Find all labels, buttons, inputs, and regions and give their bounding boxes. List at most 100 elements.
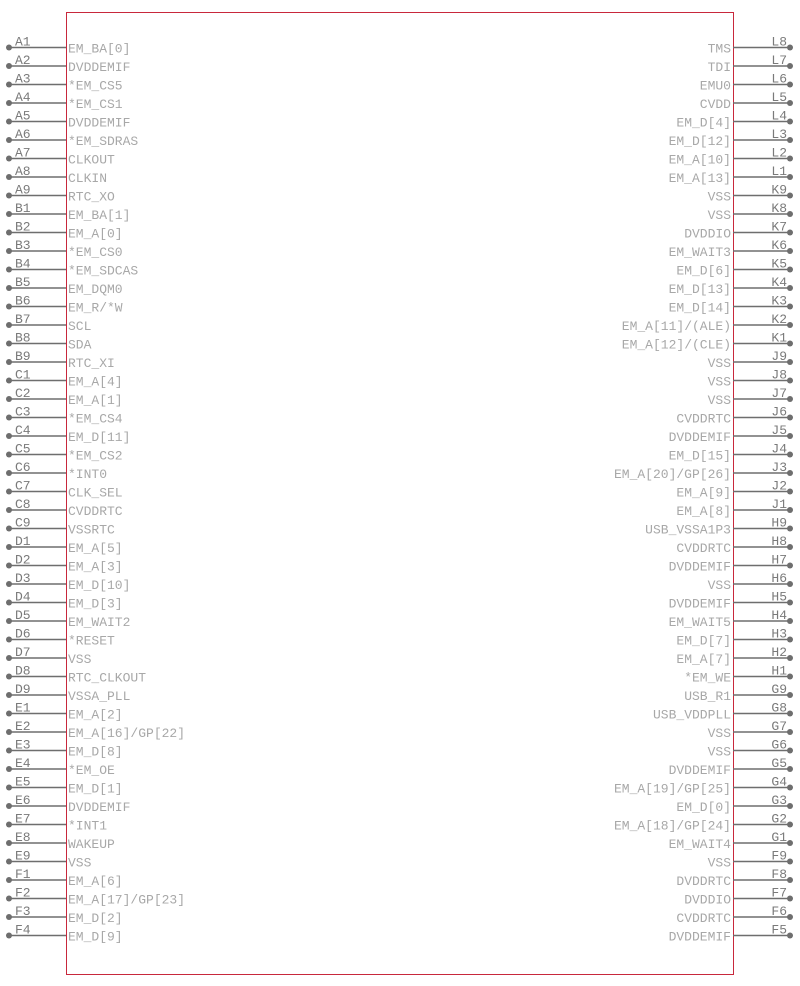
pin-end-dot [787, 322, 793, 328]
pin-label: DVDDEMIF [68, 116, 130, 131]
pin-label: EM_D[7] [676, 634, 731, 649]
pin-end-dot [787, 396, 793, 402]
pin-end-dot [787, 118, 793, 125]
pin-end-dot [787, 229, 793, 236]
pin-label: EM_A[16]/GP[22] [68, 726, 185, 741]
pin-label: EM_BA[0] [68, 42, 130, 57]
pin-H7: H7 DVDDEMIF [669, 553, 793, 575]
pin-A1: A1 EM_BA[0] [6, 35, 130, 57]
pin-number: L3 [771, 127, 787, 142]
pin-end-dot [6, 932, 12, 939]
pin-end-dot [787, 821, 793, 828]
pin-end-dot [787, 932, 793, 939]
pin-number: D9 [15, 682, 31, 697]
pin-number: C4 [15, 423, 31, 438]
pin-C9: C9 VSSRTC [6, 516, 115, 538]
pin-end-dot [6, 747, 12, 754]
pin-J3: J3 EM_A[20]/GP[26] [614, 460, 793, 482]
pin-L5: L5 CVDD [700, 90, 793, 112]
pin-B1: B1 EM_BA[1] [6, 201, 130, 223]
pin-number: D3 [15, 571, 31, 586]
pin-label: EM_A[0] [68, 227, 123, 242]
pin-end-dot [787, 914, 793, 920]
pin-F1: F1 EM_A[6] [6, 867, 123, 889]
pin-end-dot [787, 747, 793, 754]
pin-B7: B7 SCL [6, 312, 91, 334]
pin-end-dot [787, 710, 793, 717]
pin-E9: E9 VSS [6, 849, 92, 871]
pin-D2: D2 EM_A[3] [6, 553, 123, 575]
pin-number: F5 [771, 923, 787, 938]
pin-number: E6 [15, 793, 31, 808]
pin-number: D1 [15, 534, 31, 549]
pin-end-dot [6, 673, 12, 680]
pin-number: F8 [771, 867, 787, 882]
pin-end-dot [787, 340, 793, 347]
pin-number: D7 [15, 645, 31, 660]
pin-number: F2 [15, 886, 31, 901]
pin-E7: E7 *INT1 [6, 812, 107, 834]
pin-label: VSS [708, 393, 732, 408]
pin-end-dot [6, 840, 12, 846]
pin-number: C6 [15, 460, 31, 475]
pin-end-dot [6, 525, 12, 532]
pin-number: J4 [771, 442, 787, 457]
pin-label: CVDD [700, 97, 731, 112]
pin-number: E8 [15, 830, 31, 845]
pin-label: DVDDEMIF [669, 560, 731, 575]
pin-C3: C3 *EM_CS4 [6, 405, 123, 427]
pin-end-dot [787, 414, 793, 421]
pin-label: VSS [708, 745, 732, 760]
pin-G9: G9 USB_R1 [684, 682, 793, 704]
pin-end-dot [6, 507, 12, 513]
pin-K7: K7 DVDDIO [684, 220, 793, 242]
pin-label: EM_A[8] [676, 504, 731, 519]
pin-number: H1 [771, 664, 787, 679]
pin-F9: F9 VSS [708, 849, 793, 871]
pin-G8: G8 USB_VDDPLL [653, 701, 793, 723]
pin-number: K9 [771, 183, 787, 198]
pin-label: EM_A[20]/GP[26] [614, 467, 731, 482]
pin-end-dot [6, 396, 12, 402]
pin-label: *RESET [68, 634, 115, 649]
pin-label: *EM_CS1 [68, 97, 123, 112]
component-body [66, 12, 734, 975]
pin-B9: B9 RTC_XI [6, 349, 115, 371]
pin-label: VSS [708, 190, 732, 205]
pin-end-dot [787, 544, 793, 550]
pin-number: C5 [15, 442, 31, 457]
pin-label: *EM_CS4 [68, 412, 123, 427]
pin-label: EM_D[14] [669, 301, 731, 316]
pin-label: CLK_SEL [68, 486, 123, 501]
pin-K5: K5 EM_D[6] [676, 257, 793, 279]
pin-label: DVDDEMIF [669, 597, 731, 612]
pin-end-dot [6, 285, 12, 291]
pin-label: TMS [708, 42, 732, 57]
pin-L3: L3 EM_D[12] [669, 127, 793, 149]
pin-E5: E5 EM_D[1] [6, 775, 123, 797]
pin-label: CLKIN [68, 171, 107, 186]
pin-number: B3 [15, 238, 31, 253]
pin-label: EM_D[11] [68, 430, 130, 445]
pin-number: H8 [771, 534, 787, 549]
pin-end-dot [6, 710, 12, 717]
pin-F2: F2 EM_A[17]/GP[23] [6, 886, 185, 908]
pin-D7: D7 VSS [6, 645, 92, 667]
pin-label: EM_WAIT3 [669, 245, 731, 260]
pin-label: VSS [708, 856, 732, 871]
pin-B2: B2 EM_A[0] [6, 220, 123, 242]
pin-label: EM_A[11]/(ALE) [622, 319, 731, 334]
pin-label: RTC_XO [68, 190, 115, 205]
pin-number: G1 [771, 830, 787, 845]
pin-end-dot [787, 155, 793, 162]
pin-number: G7 [771, 719, 787, 734]
pin-L8: L8 TMS [708, 35, 793, 57]
pin-label: VSS [708, 578, 732, 593]
pin-H3: H3 EM_D[7] [676, 627, 793, 649]
pin-number: J5 [771, 423, 787, 438]
pin-L1: L1 EM_A[13] [669, 164, 793, 186]
pin-label: SDA [68, 338, 92, 353]
pin-number: J2 [771, 479, 787, 494]
pin-label: *EM_SDRAS [68, 134, 138, 149]
pin-end-dot [787, 174, 793, 180]
